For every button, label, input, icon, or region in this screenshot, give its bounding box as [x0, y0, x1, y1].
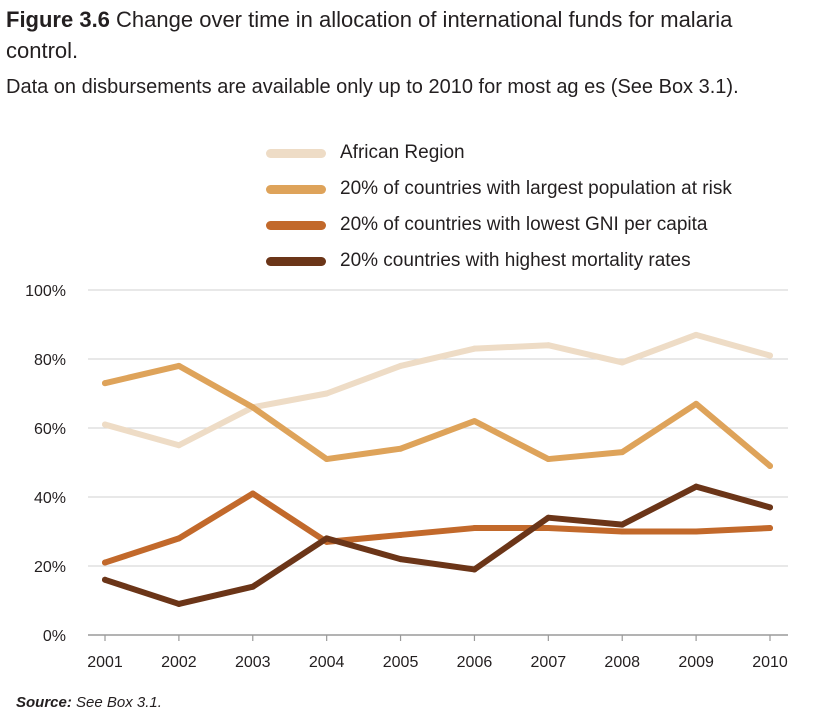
- x-tick-label: 2006: [457, 654, 493, 671]
- data-point: [545, 342, 552, 349]
- series-line-2: [102, 490, 773, 566]
- data-point: [471, 566, 478, 573]
- legend-label-highest-mortality: 20% countries with highest mortality rat…: [340, 250, 691, 271]
- data-point: [102, 576, 108, 583]
- data-point: [693, 331, 700, 338]
- x-tick-label: 2005: [383, 654, 419, 671]
- data-point: [619, 528, 626, 535]
- legend-label-largest-population: 20% of countries with largest population…: [340, 178, 732, 199]
- data-point: [693, 528, 700, 535]
- x-tick-label: 2009: [678, 654, 714, 671]
- legend-item-lowest-gni: 20% of countries with lowest GNI per cap…: [266, 207, 732, 243]
- chart-series: [102, 331, 773, 607]
- figure-title-text: Change over time in allocation of intern…: [6, 7, 733, 63]
- legend-swatch-lowest-gni: [266, 220, 326, 230]
- data-point: [397, 445, 404, 452]
- y-tick-label: 20%: [34, 559, 66, 576]
- data-point: [175, 362, 182, 369]
- data-point: [767, 525, 773, 532]
- data-point: [619, 521, 626, 528]
- y-tick-label: 60%: [34, 421, 66, 438]
- data-point: [545, 514, 552, 521]
- data-point: [619, 359, 626, 366]
- data-point: [175, 442, 182, 449]
- y-tick-label: 80%: [34, 352, 66, 369]
- data-point: [545, 525, 552, 532]
- source-label: Source:: [16, 694, 72, 711]
- legend-label-african-region: African Region: [340, 142, 465, 163]
- x-tick-label: 2007: [531, 654, 567, 671]
- x-axis-ticks: 2001 2002 2003 2004 2005 2006 2007 2008 2009 2010: [87, 635, 788, 671]
- chart-legend: African Region 20% of countries with lar…: [266, 135, 732, 279]
- y-tick-label: 40%: [34, 490, 66, 507]
- x-tick-label: 2010: [752, 654, 788, 671]
- data-point: [102, 559, 108, 566]
- data-point: [175, 535, 182, 542]
- series-line-1: [102, 362, 773, 469]
- data-point: [471, 525, 478, 532]
- data-point: [249, 404, 256, 411]
- legend-swatch-african-region: [266, 148, 326, 158]
- data-point: [323, 535, 330, 542]
- figure-title: Figure 3.6 Change over time in allocatio…: [6, 4, 806, 66]
- data-point: [249, 490, 256, 497]
- data-point: [471, 418, 478, 425]
- y-tick-label: 0%: [43, 628, 66, 645]
- x-tick-label: 2002: [161, 654, 197, 671]
- source-note: Source: See Box 3.1.: [16, 694, 162, 711]
- legend-label-lowest-gni: 20% of countries with lowest GNI per cap…: [340, 214, 708, 235]
- data-point: [471, 345, 478, 352]
- data-point: [249, 583, 256, 590]
- legend-item-largest-population: 20% of countries with largest population…: [266, 171, 732, 207]
- data-point: [693, 483, 700, 490]
- data-point: [397, 556, 404, 563]
- data-point: [619, 449, 626, 456]
- legend-item-african-region: African Region: [266, 135, 732, 171]
- data-point: [397, 531, 404, 538]
- figure-label: Figure 3.6: [6, 7, 110, 32]
- legend-swatch-largest-population: [266, 184, 326, 194]
- legend-item-highest-mortality: 20% countries with highest mortality rat…: [266, 243, 732, 279]
- data-point: [545, 456, 552, 463]
- y-axis-ticks: 0% 20% 40% 60% 80% 100%: [25, 283, 66, 645]
- x-tick-label: 2003: [235, 654, 271, 671]
- data-point: [767, 504, 773, 511]
- x-tick-label: 2004: [309, 654, 345, 671]
- legend-swatch-highest-mortality: [266, 256, 326, 266]
- x-tick-label: 2001: [87, 654, 123, 671]
- data-point: [767, 352, 773, 359]
- data-point: [175, 600, 182, 607]
- data-point: [323, 456, 330, 463]
- series-line-0: [102, 331, 773, 449]
- x-tick-label: 2008: [604, 654, 640, 671]
- data-point: [693, 400, 700, 407]
- data-point: [102, 421, 108, 428]
- figure-subtitle: Data on disbursements are available only…: [6, 76, 739, 98]
- data-point: [102, 380, 108, 387]
- series-line-3: [102, 483, 773, 607]
- data-point: [323, 390, 330, 397]
- data-point: [767, 462, 773, 469]
- y-tick-label: 100%: [25, 283, 66, 300]
- source-text: See Box 3.1.: [71, 694, 162, 711]
- data-point: [397, 362, 404, 369]
